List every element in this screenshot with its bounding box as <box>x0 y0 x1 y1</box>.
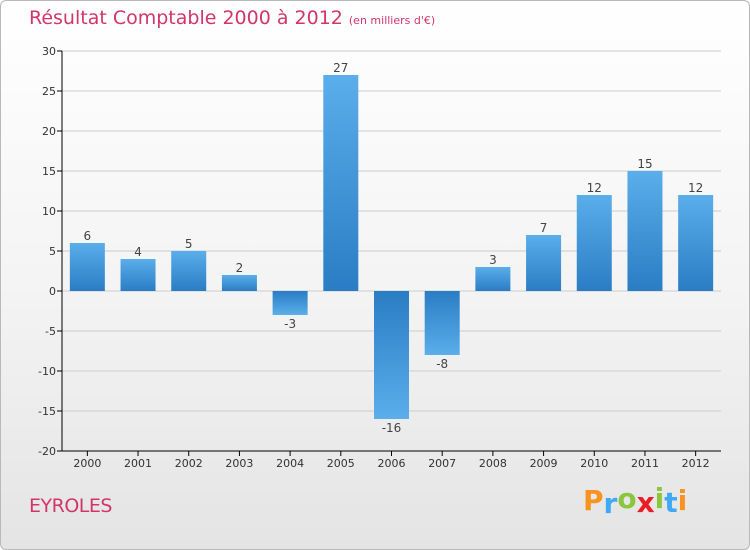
data-label: 3 <box>489 253 497 267</box>
y-tick-label: 15 <box>42 165 56 178</box>
data-label: 27 <box>333 61 348 75</box>
x-tick-label: 2001 <box>124 457 152 470</box>
bar-2002 <box>171 251 207 291</box>
bars <box>69 75 714 419</box>
bar-2004 <box>272 291 308 315</box>
x-tick-label: 2007 <box>428 457 456 470</box>
y-tick-label: 25 <box>42 85 56 98</box>
x-tick-label: 2012 <box>682 457 710 470</box>
data-label: -3 <box>284 317 296 331</box>
x-tick-label: 2005 <box>327 457 355 470</box>
chart-title: Résultat Comptable 2000 à 2012 (en millie… <box>29 7 435 29</box>
y-tick-label: 0 <box>49 285 56 298</box>
bar-2008 <box>475 267 511 291</box>
bar-2003 <box>221 275 257 291</box>
y-tick-label: -10 <box>38 365 56 378</box>
y-tick-label: 10 <box>42 205 56 218</box>
x-tick-label: 2002 <box>175 457 203 470</box>
brand-logo[interactable]: Proxiti <box>583 482 688 520</box>
y-tick-label: 20 <box>42 125 56 138</box>
x-tick-label: 2010 <box>580 457 608 470</box>
bar-2007 <box>424 291 460 355</box>
data-label: 6 <box>84 229 92 243</box>
y-tick-label: 30 <box>42 45 56 58</box>
data-label: 12 <box>587 181 602 195</box>
bar-2012 <box>678 195 714 291</box>
data-label: -8 <box>436 357 448 371</box>
bar-2009 <box>526 235 562 291</box>
brand-letter: P <box>583 484 604 517</box>
x-tick-label: 2011 <box>631 457 659 470</box>
axes <box>57 50 721 456</box>
chart-title-text: Résultat Comptable 2000 à 2012 <box>29 7 343 29</box>
bar-2005 <box>323 75 359 291</box>
commune-name: EYROLES <box>29 495 112 517</box>
x-tick-label: 2000 <box>73 457 101 470</box>
brand-letter: t <box>664 486 678 519</box>
bar-2011 <box>627 171 663 291</box>
labels: -20 -15 -10 -5 0 5 10 15 20 25 30 2000 6 2001 4 2002 5 20… <box>38 45 710 470</box>
x-tick-label: 2009 <box>530 457 558 470</box>
brand-letter: r <box>603 487 618 520</box>
data-label: 12 <box>688 181 703 195</box>
x-tick-label: 2004 <box>276 457 304 470</box>
brand-letter: i <box>677 484 688 517</box>
bar-2000 <box>69 243 105 291</box>
chart-subtitle: (en milliers d'€) <box>348 14 436 27</box>
x-tick-label: 2006 <box>378 457 406 470</box>
y-tick-label: -5 <box>45 325 56 338</box>
data-label: -16 <box>382 421 402 435</box>
brand-letter: x <box>636 486 655 519</box>
x-tick-label: 2003 <box>225 457 253 470</box>
y-tick-label: -15 <box>38 405 56 418</box>
data-label: 7 <box>540 221 548 235</box>
data-label: 2 <box>236 261 244 275</box>
bar-2010 <box>576 195 612 291</box>
data-label: 15 <box>637 157 652 171</box>
y-tick-label: 5 <box>49 245 56 258</box>
bar-2006 <box>374 291 409 419</box>
bar-2001 <box>120 259 156 291</box>
data-label: 5 <box>185 237 193 251</box>
brand-letter: i <box>654 482 665 515</box>
brand-letter: o <box>617 482 637 515</box>
data-label: 4 <box>134 245 142 259</box>
x-tick-label: 2008 <box>479 457 507 470</box>
y-tick-label: -20 <box>38 445 56 458</box>
